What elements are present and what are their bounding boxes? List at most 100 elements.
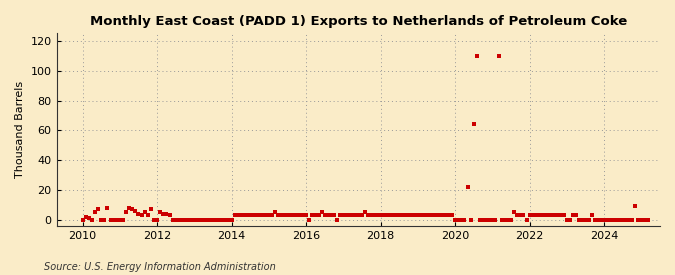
Point xyxy=(139,210,150,215)
Point xyxy=(564,218,575,222)
Point xyxy=(546,213,557,218)
Point xyxy=(611,218,622,222)
Point xyxy=(105,218,116,222)
Point xyxy=(313,213,324,218)
Point xyxy=(319,213,330,218)
Point xyxy=(568,213,578,218)
Point xyxy=(425,213,435,218)
Point xyxy=(527,213,538,218)
Point xyxy=(232,213,243,218)
Point xyxy=(251,213,262,218)
Point xyxy=(356,213,367,218)
Point xyxy=(506,218,516,222)
Point xyxy=(456,218,466,222)
Point xyxy=(562,218,572,222)
Point xyxy=(195,218,206,222)
Point xyxy=(493,54,504,58)
Point xyxy=(422,213,433,218)
Point xyxy=(369,213,380,218)
Point xyxy=(298,213,308,218)
Point xyxy=(453,218,464,222)
Point xyxy=(459,218,470,222)
Point xyxy=(102,206,113,210)
Point xyxy=(540,213,551,218)
Point xyxy=(111,218,122,222)
Point xyxy=(130,209,141,213)
Point xyxy=(630,204,641,209)
Point xyxy=(595,218,606,222)
Point xyxy=(115,218,126,222)
Point xyxy=(307,213,318,218)
Point xyxy=(136,213,147,218)
Point xyxy=(620,218,631,222)
Point xyxy=(248,213,259,218)
Point xyxy=(484,218,495,222)
Point xyxy=(99,218,110,222)
Point xyxy=(552,213,563,218)
Point xyxy=(502,218,513,222)
Point xyxy=(543,213,554,218)
Point xyxy=(183,218,194,222)
Point xyxy=(92,207,103,212)
Point xyxy=(223,218,234,222)
Point xyxy=(155,210,165,215)
Point xyxy=(335,213,346,218)
Point xyxy=(500,218,510,222)
Point xyxy=(624,218,634,222)
Point xyxy=(574,218,585,222)
Point xyxy=(556,213,566,218)
Point xyxy=(127,207,138,212)
Point xyxy=(443,213,454,218)
Point xyxy=(317,210,327,215)
Point xyxy=(462,185,473,189)
Point xyxy=(261,213,271,218)
Point xyxy=(549,213,560,218)
Point xyxy=(142,213,153,218)
Point xyxy=(217,218,227,222)
Point xyxy=(301,213,312,218)
Point xyxy=(341,213,352,218)
Point xyxy=(282,213,293,218)
Point xyxy=(593,218,603,222)
Point xyxy=(236,213,246,218)
Point xyxy=(434,213,445,218)
Point xyxy=(375,213,386,218)
Point xyxy=(431,213,442,218)
Point xyxy=(124,206,134,210)
Point xyxy=(403,213,414,218)
Point xyxy=(211,218,221,222)
Point xyxy=(478,218,489,222)
Point xyxy=(587,213,597,218)
Point xyxy=(304,218,315,222)
Point xyxy=(354,213,364,218)
Point xyxy=(263,213,274,218)
Point xyxy=(475,218,485,222)
Point xyxy=(177,218,188,222)
Point xyxy=(418,213,429,218)
Point xyxy=(245,213,256,218)
Point xyxy=(84,216,95,221)
Point xyxy=(338,213,349,218)
Point xyxy=(416,213,427,218)
Point xyxy=(117,218,128,222)
Point xyxy=(440,213,451,218)
Point xyxy=(86,218,97,222)
Point xyxy=(198,218,209,222)
Point xyxy=(242,213,252,218)
Point xyxy=(558,213,569,218)
Point xyxy=(286,213,296,218)
Point xyxy=(257,213,268,218)
Point xyxy=(323,213,333,218)
Point xyxy=(133,212,144,216)
Point xyxy=(605,218,616,222)
Point xyxy=(428,213,439,218)
Point xyxy=(96,218,107,222)
Point xyxy=(310,213,321,218)
Point xyxy=(533,213,544,218)
Point xyxy=(189,218,200,222)
Y-axis label: Thousand Barrels: Thousand Barrels xyxy=(15,81,25,178)
Point xyxy=(450,218,460,222)
Point xyxy=(406,213,417,218)
Point xyxy=(599,218,610,222)
Point xyxy=(381,213,392,218)
